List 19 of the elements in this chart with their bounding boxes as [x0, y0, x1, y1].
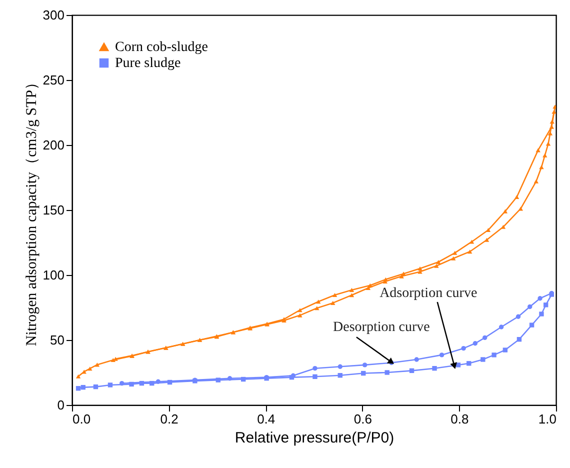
annotation: Adsorption curve	[380, 286, 478, 301]
x-tick-label: 1.0	[538, 412, 556, 426]
x-tick-label: 0.6	[354, 412, 372, 426]
annotation: Desorption curve	[333, 320, 430, 336]
y-tick-label: 200	[42, 138, 64, 152]
x-tick-label: 0.0	[72, 412, 91, 426]
y-tick-label: 150	[42, 202, 64, 218]
y-axis-title: Nitrogen adsorption capacity（cm3/g STP）	[24, 74, 40, 346]
y-tick-label: 100	[42, 268, 64, 282]
y-tick-label: 50	[50, 332, 64, 348]
x-tick-label: 0.4	[257, 412, 276, 426]
y-tick-label: 0	[57, 398, 64, 412]
y-tick-label: 300	[42, 8, 64, 22]
legend-label: Corn cob-sludge	[115, 40, 208, 55]
y-tick-label: 250	[42, 72, 64, 88]
x-axis-title: Relative pressure(P/P0)	[234, 430, 394, 446]
x-tick-label: 0.8	[450, 412, 469, 426]
legend-label: Pure sludge	[115, 56, 181, 71]
x-tick-label: 0.2	[160, 412, 178, 426]
